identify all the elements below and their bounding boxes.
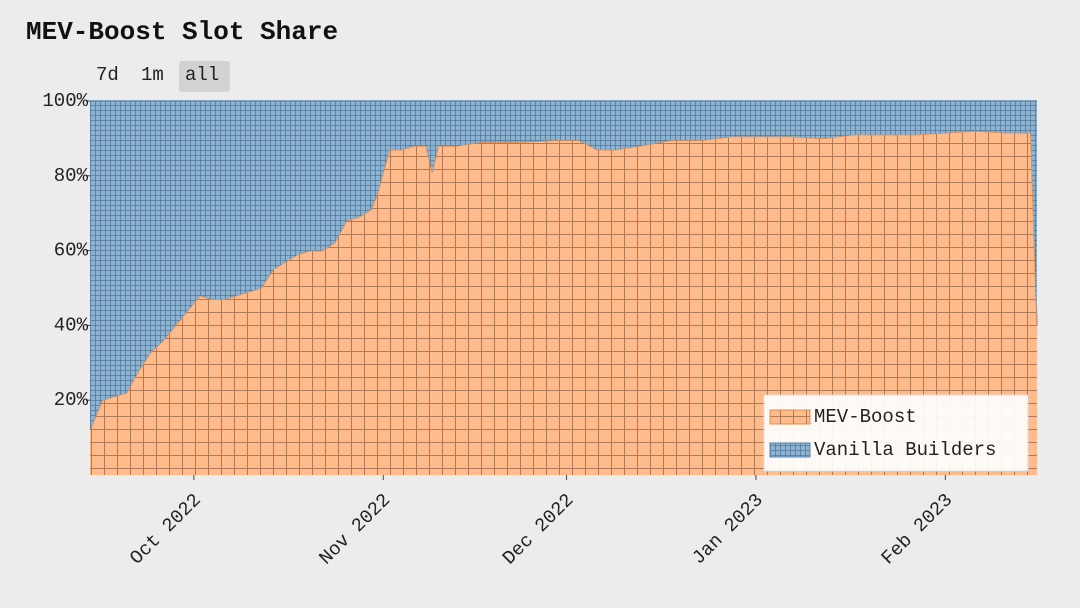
- x-tick-label: Oct 2022: [126, 489, 206, 569]
- x-tick-label: Jan 2023: [688, 489, 768, 569]
- y-tick-label: 100%: [42, 90, 88, 112]
- range-button[interactable]: all: [185, 64, 219, 86]
- legend-swatch: [769, 442, 811, 458]
- legend-box: [763, 394, 1029, 472]
- legend-label: MEV-Boost: [814, 406, 917, 428]
- y-tick-label: 60%: [54, 240, 89, 262]
- area: [90, 130, 1037, 476]
- active-button-bg: [179, 61, 230, 92]
- range-button[interactable]: 7d: [96, 64, 119, 86]
- legend-swatch: [769, 409, 811, 425]
- legend-label: Vanilla Builders: [814, 439, 996, 461]
- y-tick-label: 80%: [54, 165, 89, 187]
- y-tick-label: 20%: [54, 389, 89, 411]
- x-tick-label: Nov 2022: [315, 489, 395, 569]
- x-tick-label: Feb 2023: [877, 489, 957, 569]
- range-button[interactable]: 1m: [141, 64, 164, 86]
- area: [90, 101, 1037, 431]
- y-tick-label: 40%: [54, 314, 89, 336]
- chart-title: MEV-Boost Slot Share: [26, 17, 338, 47]
- x-tick-label: Dec 2022: [498, 489, 578, 569]
